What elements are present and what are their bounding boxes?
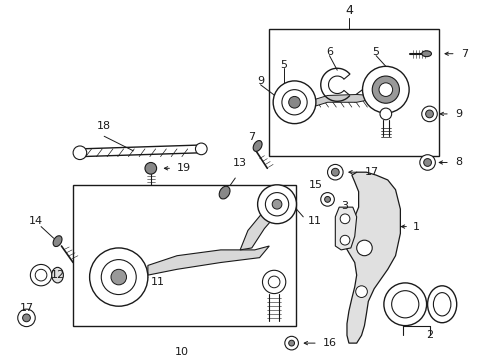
Polygon shape bbox=[345, 172, 400, 343]
Circle shape bbox=[111, 269, 126, 285]
Text: 18: 18 bbox=[97, 121, 111, 131]
Ellipse shape bbox=[219, 186, 230, 199]
Text: 5: 5 bbox=[280, 59, 287, 69]
Text: 19: 19 bbox=[177, 163, 191, 173]
Circle shape bbox=[258, 185, 296, 224]
Ellipse shape bbox=[434, 293, 451, 316]
Circle shape bbox=[18, 309, 35, 327]
Text: 7: 7 bbox=[462, 49, 469, 59]
Circle shape bbox=[282, 90, 307, 115]
Circle shape bbox=[196, 143, 207, 155]
Circle shape bbox=[289, 96, 300, 108]
Circle shape bbox=[380, 108, 392, 120]
Polygon shape bbox=[240, 207, 277, 250]
Text: 15: 15 bbox=[309, 180, 323, 190]
Circle shape bbox=[363, 66, 409, 113]
Text: 1: 1 bbox=[413, 221, 420, 231]
Circle shape bbox=[273, 81, 316, 123]
Circle shape bbox=[426, 110, 434, 118]
Polygon shape bbox=[312, 94, 371, 107]
Text: 8: 8 bbox=[456, 157, 463, 167]
Circle shape bbox=[356, 286, 368, 297]
Bar bbox=[73, 185, 296, 326]
Text: 17: 17 bbox=[365, 167, 379, 177]
Circle shape bbox=[73, 146, 87, 159]
Circle shape bbox=[340, 235, 350, 245]
Circle shape bbox=[35, 269, 47, 281]
Text: 9: 9 bbox=[257, 76, 264, 86]
Text: 12: 12 bbox=[50, 270, 65, 280]
Text: 2: 2 bbox=[426, 330, 433, 341]
Circle shape bbox=[357, 240, 372, 256]
Circle shape bbox=[289, 340, 294, 346]
Circle shape bbox=[331, 168, 339, 176]
Circle shape bbox=[145, 162, 157, 174]
Polygon shape bbox=[335, 207, 357, 250]
Text: 5: 5 bbox=[372, 47, 380, 57]
Circle shape bbox=[263, 270, 286, 294]
Circle shape bbox=[384, 283, 427, 326]
Circle shape bbox=[272, 199, 282, 209]
Circle shape bbox=[372, 76, 399, 103]
Text: 11: 11 bbox=[150, 277, 165, 287]
Circle shape bbox=[392, 291, 419, 318]
Circle shape bbox=[90, 248, 148, 306]
Bar bbox=[270, 30, 439, 156]
Circle shape bbox=[379, 83, 392, 96]
Circle shape bbox=[321, 193, 334, 206]
Ellipse shape bbox=[428, 286, 457, 323]
Text: 6: 6 bbox=[326, 47, 333, 57]
Text: 14: 14 bbox=[29, 216, 43, 226]
Text: 7: 7 bbox=[248, 132, 255, 142]
Circle shape bbox=[101, 260, 136, 294]
Circle shape bbox=[327, 165, 343, 180]
Circle shape bbox=[23, 314, 30, 322]
Text: 3: 3 bbox=[342, 201, 348, 211]
Ellipse shape bbox=[253, 140, 262, 151]
Text: 11: 11 bbox=[308, 216, 322, 226]
Circle shape bbox=[424, 159, 432, 166]
Ellipse shape bbox=[52, 267, 63, 283]
Text: 4: 4 bbox=[345, 4, 353, 17]
Text: 13: 13 bbox=[233, 158, 247, 168]
Text: 10: 10 bbox=[175, 347, 189, 357]
Circle shape bbox=[269, 276, 280, 288]
Ellipse shape bbox=[53, 236, 62, 247]
Circle shape bbox=[420, 155, 435, 170]
Text: 16: 16 bbox=[323, 338, 337, 348]
Text: 9: 9 bbox=[456, 109, 463, 119]
Circle shape bbox=[285, 336, 298, 350]
Text: 17: 17 bbox=[20, 303, 33, 313]
Circle shape bbox=[422, 106, 437, 122]
Circle shape bbox=[325, 197, 330, 202]
Circle shape bbox=[266, 193, 289, 216]
Circle shape bbox=[30, 265, 52, 286]
Ellipse shape bbox=[422, 51, 432, 57]
Circle shape bbox=[340, 214, 350, 224]
Polygon shape bbox=[148, 246, 270, 275]
